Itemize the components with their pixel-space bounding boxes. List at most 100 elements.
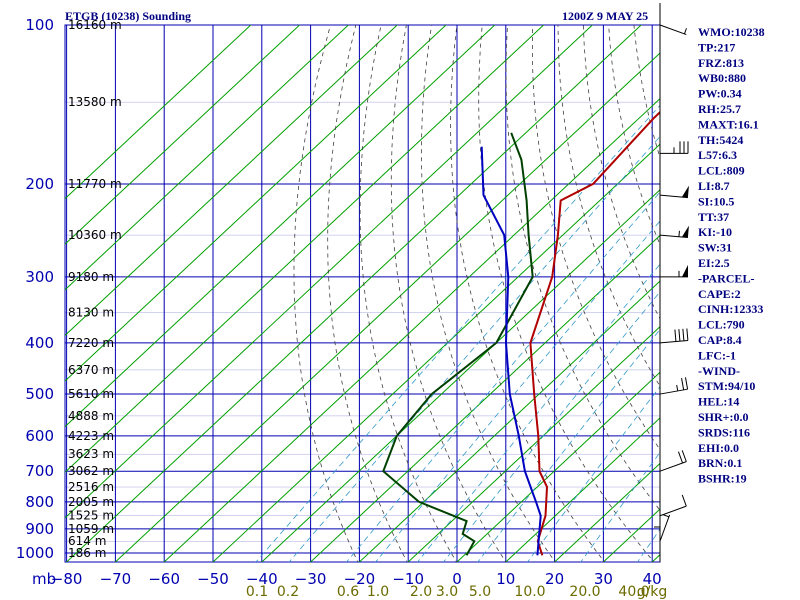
barb-shaft <box>659 24 687 36</box>
wind-barb <box>654 525 661 553</box>
index-entry: TP:217 <box>698 40 735 54</box>
wind-barb <box>659 377 689 395</box>
temp-tick-label--80: −80 <box>51 570 83 588</box>
sounding-profiles <box>382 110 660 556</box>
temp-tick-label--70: −70 <box>100 570 132 588</box>
temp-tick-label-30: 30 <box>594 570 613 588</box>
barb-shaft <box>659 388 688 395</box>
temp-tick-label-0: 0 <box>452 570 462 588</box>
mixing-ratio-label: g/kg <box>637 584 668 600</box>
index-entry: -PARCEL- <box>698 271 754 285</box>
isotherm--120 <box>65 25 447 382</box>
height-label: 8130 m <box>68 305 114 319</box>
isotherm--90 <box>65 25 594 519</box>
barb-shaft <box>659 505 687 517</box>
pressure-label-500: 500 <box>25 385 54 403</box>
isotherm-0 <box>456 371 660 562</box>
pressure-label-400: 400 <box>25 334 54 352</box>
barb-shaft <box>659 234 688 239</box>
isotherm--150 <box>65 25 301 245</box>
index-entry: SI:10.5 <box>698 194 734 208</box>
barb-flag <box>681 450 687 462</box>
wind-barb <box>659 225 689 239</box>
barb-shaft <box>659 461 687 472</box>
dry-adiabat-300 <box>450 25 606 562</box>
dry-adiabat-320 <box>505 25 660 511</box>
mixing-ratio-label: 1.0 <box>367 584 389 600</box>
mixing-ratio-5 <box>477 328 660 562</box>
isotherm--100 <box>65 25 545 473</box>
height-label: 13580 m <box>68 95 122 109</box>
dry-adiabat-330 <box>531 25 660 451</box>
height-label: 9180 m <box>68 270 114 284</box>
temp-tick-label--10: −10 <box>392 570 424 588</box>
barb-pennant <box>681 185 689 198</box>
barb-flag <box>674 329 677 342</box>
wind-barb <box>659 328 689 344</box>
wind-barb <box>660 264 688 278</box>
barb-flag <box>686 328 689 341</box>
index-entry: LCL:809 <box>698 164 745 178</box>
height-label: 3623 m <box>68 447 114 461</box>
index-entry: EI:2.5 <box>698 256 730 270</box>
isotherm--80 <box>65 25 642 562</box>
mixing-ratio-label: 0.1 <box>246 584 268 600</box>
pressure-unit-label: mb <box>32 570 56 588</box>
height-label: 6370 m <box>68 363 114 377</box>
height-label: 3062 m <box>68 464 114 478</box>
dry-adiabat-280 <box>390 25 507 562</box>
isotherm--30 <box>309 234 660 562</box>
index-entry: CAP:8.4 <box>698 333 742 347</box>
temp-tick-label--60: −60 <box>148 570 180 588</box>
wind-barb <box>659 450 687 472</box>
station-title: ETGB (10238) Sounding <box>65 9 191 23</box>
pressure-label-900: 900 <box>25 520 54 538</box>
dry-adiabat-270 <box>359 25 457 562</box>
wind-barb <box>659 514 671 542</box>
barb-shaft <box>659 514 671 542</box>
height-label: 11770 m <box>68 177 122 191</box>
wind-barb <box>660 141 689 154</box>
index-entry: RH:25.7 <box>698 102 741 116</box>
index-entry: BSHR:19 <box>698 472 747 486</box>
pressure-label-100: 100 <box>25 16 54 34</box>
index-entry: TT:37 <box>698 210 729 224</box>
index-entry: SRDS:116 <box>698 425 750 439</box>
index-entry: PW:0.34 <box>698 87 742 101</box>
barb-shaft <box>659 339 688 344</box>
sounding-time: 1200Z 9 MAY 25 <box>562 9 648 23</box>
height-label: 4223 m <box>68 429 114 443</box>
index-entry: EHI:0.0 <box>698 441 739 455</box>
mixing-ratio-label: 40.0 <box>618 584 649 600</box>
series-dewpoint <box>382 132 534 556</box>
barb-pennant <box>682 264 688 277</box>
isotherm--140 <box>65 25 350 291</box>
mixing-ratio-label: 20.0 <box>569 584 600 600</box>
index-entry: CINH:12333 <box>698 302 763 316</box>
pressure-label-300: 300 <box>25 268 54 286</box>
isotherm-20 <box>553 462 660 562</box>
isotherm--70 <box>114 52 660 562</box>
barb-half-flag <box>663 514 670 518</box>
barb-flag <box>681 377 685 390</box>
wind-barb <box>659 185 689 199</box>
index-entry: HEL:14 <box>698 395 739 409</box>
index-entry: SW:31 <box>698 241 732 255</box>
series-temperature <box>529 110 660 556</box>
index-entry: CAPE:2 <box>698 287 741 301</box>
pressure-label-600: 600 <box>25 427 54 445</box>
height-label: 1059 m <box>68 522 114 536</box>
height-label: 4888 m <box>68 409 114 423</box>
height-label: 1525 m <box>68 509 114 523</box>
barb-flag <box>677 451 684 464</box>
height-label: 186 m <box>68 546 106 560</box>
dry-adiabats <box>65 25 660 562</box>
isotherm--110 <box>65 25 496 428</box>
mixing-ratio-0.1 <box>255 104 660 562</box>
pressure-label-700: 700 <box>25 462 54 480</box>
barb-flag <box>681 494 687 507</box>
